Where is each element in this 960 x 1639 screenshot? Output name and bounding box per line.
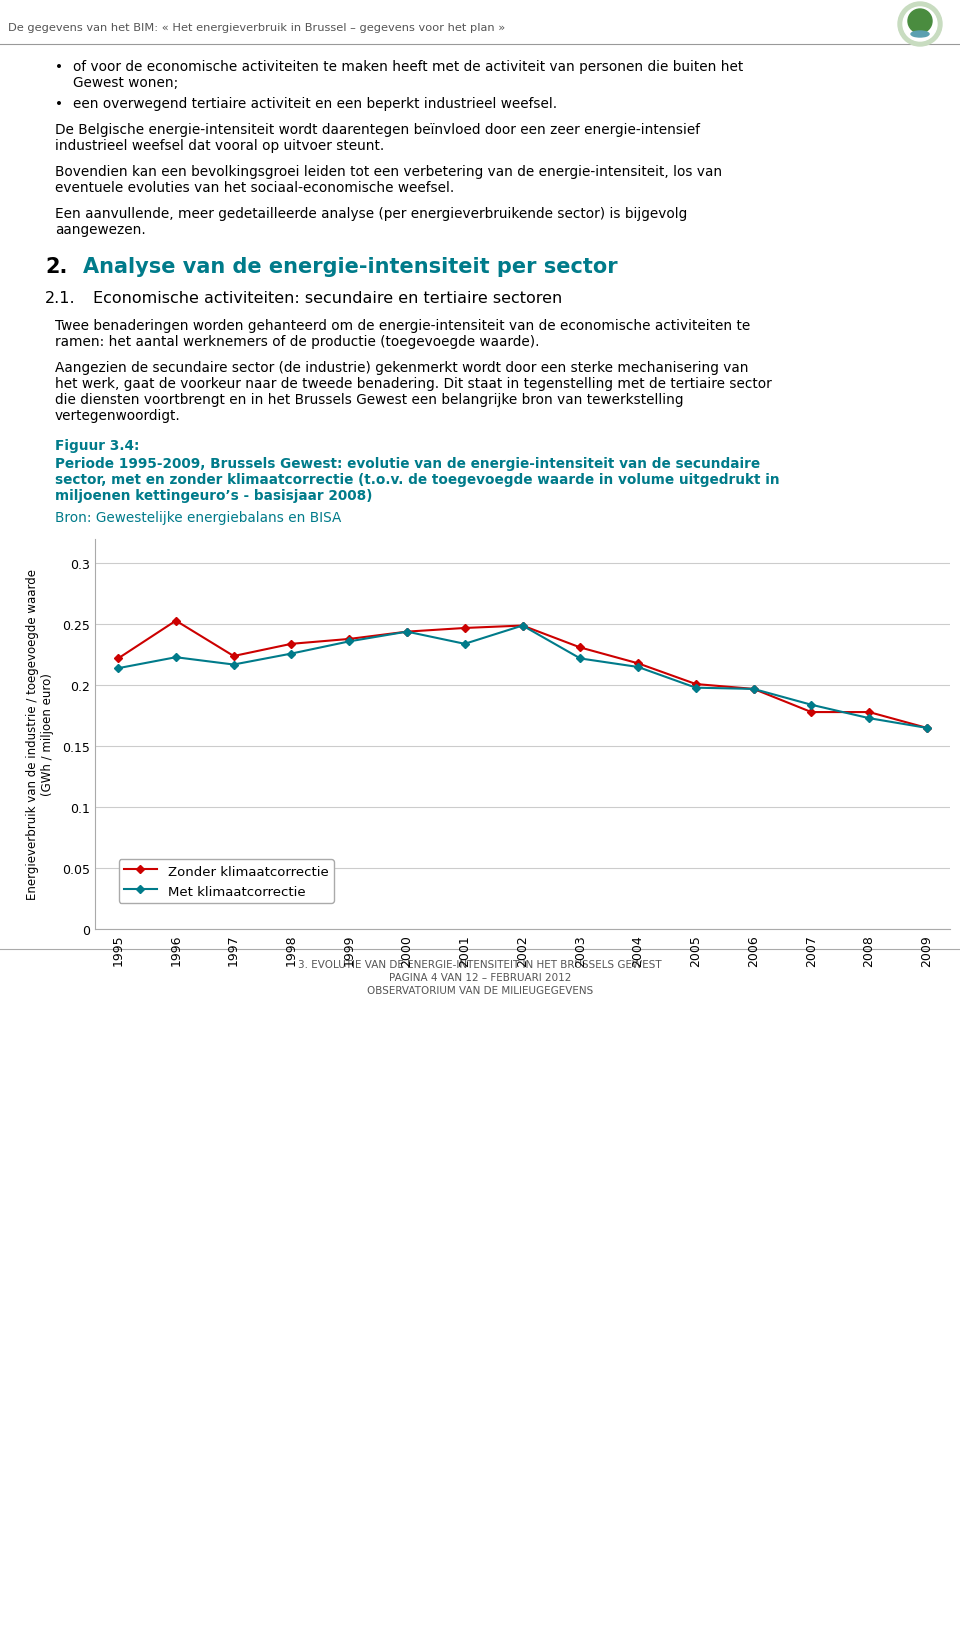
- Legend: Zonder klimaatcorrectie, Met klimaatcorrectie: Zonder klimaatcorrectie, Met klimaatcorr…: [119, 859, 333, 903]
- Met klimaatcorrectie: [344, 633, 355, 652]
- Met klimaatcorrectie: [170, 647, 181, 667]
- Met klimaatcorrectie: [459, 634, 470, 654]
- Circle shape: [903, 8, 937, 43]
- Met klimaatcorrectie: [574, 649, 586, 669]
- Text: 2.1.: 2.1.: [45, 290, 76, 306]
- Text: Een aanvullende, meer gedetailleerde analyse (per energieverbruikende sector) is: Een aanvullende, meer gedetailleerde ana…: [55, 207, 687, 221]
- Zonder klimaatcorrectie: [922, 718, 933, 738]
- Text: 2.: 2.: [45, 257, 67, 277]
- Text: sector, met en zonder klimaatcorrectie (t.o.v. de toegevoegde waarde in volume u: sector, met en zonder klimaatcorrectie (…: [55, 472, 780, 487]
- Met klimaatcorrectie: [286, 644, 298, 664]
- Zonder klimaatcorrectie: [112, 649, 124, 669]
- Zonder klimaatcorrectie: [170, 611, 181, 631]
- Text: De Belgische energie-intensiteit wordt daarentegen beïnvloed door een zeer energ: De Belgische energie-intensiteit wordt d…: [55, 123, 700, 138]
- Text: PAGINA 4 VAN 12 – FEBRUARI 2012: PAGINA 4 VAN 12 – FEBRUARI 2012: [389, 972, 571, 982]
- Text: Bron: Gewestelijke energiebalans en BISA: Bron: Gewestelijke energiebalans en BISA: [55, 511, 342, 524]
- Text: vertegenwoordigt.: vertegenwoordigt.: [55, 408, 180, 423]
- Text: Economische activiteiten: secundaire en tertiaire sectoren: Economische activiteiten: secundaire en …: [93, 290, 563, 306]
- Met klimaatcorrectie: [805, 695, 817, 715]
- Zonder klimaatcorrectie: [863, 703, 875, 723]
- Zonder klimaatcorrectie: [401, 623, 413, 642]
- Met klimaatcorrectie: [633, 657, 644, 677]
- Met klimaatcorrectie: [516, 616, 528, 636]
- Circle shape: [898, 3, 942, 48]
- Zonder klimaatcorrectie: [286, 634, 298, 654]
- Text: die diensten voortbrengt en in het Brussels Gewest een belangrijke bron van tewe: die diensten voortbrengt en in het Bruss…: [55, 393, 684, 406]
- Line: Zonder klimaatcorrectie: Zonder klimaatcorrectie: [115, 618, 930, 731]
- Text: het werk, gaat de voorkeur naar de tweede benadering. Dit staat in tegenstelling: het werk, gaat de voorkeur naar de tweed…: [55, 377, 772, 390]
- Zonder klimaatcorrectie: [459, 620, 470, 639]
- Text: Twee benaderingen worden gehanteerd om de energie-intensiteit van de economische: Twee benaderingen worden gehanteerd om d…: [55, 320, 751, 333]
- Zonder klimaatcorrectie: [516, 616, 528, 636]
- Met klimaatcorrectie: [401, 623, 413, 642]
- Text: OBSERVATORIUM VAN DE MILIEUGEGEVENS: OBSERVATORIUM VAN DE MILIEUGEGEVENS: [367, 985, 593, 995]
- Text: Bovendien kan een bevolkingsgroei leiden tot een verbetering van de energie-inte: Bovendien kan een bevolkingsgroei leiden…: [55, 166, 722, 179]
- Text: Aangezien de secundaire sector (de industrie) gekenmerkt wordt door een sterke m: Aangezien de secundaire sector (de indus…: [55, 361, 749, 375]
- Text: Analyse van de energie-intensiteit per sector: Analyse van de energie-intensiteit per s…: [83, 257, 617, 277]
- Circle shape: [908, 10, 932, 34]
- Text: •: •: [55, 61, 63, 74]
- Text: •: •: [55, 97, 63, 111]
- Zonder klimaatcorrectie: [748, 680, 759, 700]
- Text: of voor de economische activiteiten te maken heeft met de activiteit van persone: of voor de economische activiteiten te m…: [73, 61, 743, 74]
- Zonder klimaatcorrectie: [344, 629, 355, 649]
- Met klimaatcorrectie: [922, 718, 933, 738]
- Text: eventuele evoluties van het sociaal-economische weefsel.: eventuele evoluties van het sociaal-econ…: [55, 180, 454, 195]
- Zonder klimaatcorrectie: [805, 703, 817, 723]
- Text: De gegevens van het BIM: « Het energieverbruik in Brussel – gegevens voor het pl: De gegevens van het BIM: « Het energieve…: [8, 23, 505, 33]
- Zonder klimaatcorrectie: [574, 638, 586, 657]
- Zonder klimaatcorrectie: [228, 647, 239, 667]
- Met klimaatcorrectie: [748, 680, 759, 700]
- Met klimaatcorrectie: [112, 659, 124, 679]
- Text: een overwegend tertiaire activiteit en een beperkt industrieel weefsel.: een overwegend tertiaire activiteit en e…: [73, 97, 557, 111]
- Text: Figuur 3.4:: Figuur 3.4:: [55, 439, 139, 452]
- Met klimaatcorrectie: [228, 656, 239, 675]
- Text: Gewest wonen;: Gewest wonen;: [73, 75, 179, 90]
- Zonder klimaatcorrectie: [633, 654, 644, 674]
- Y-axis label: Energieverbruik van de industrie / toegevoegde waarde
(GWh / miljoen euro): Energieverbruik van de industrie / toege…: [26, 569, 54, 900]
- Met klimaatcorrectie: [863, 710, 875, 729]
- Text: 3. EVOLUTIE VAN DE ENERGIE-INTENSITEIT IN HET BRUSSELS GEWEST: 3. EVOLUTIE VAN DE ENERGIE-INTENSITEIT I…: [299, 959, 661, 969]
- Text: ramen: het aantal werknemers of de productie (toegevoegde waarde).: ramen: het aantal werknemers of de produ…: [55, 334, 540, 349]
- Text: Periode 1995-2009, Brussels Gewest: evolutie van de energie-intensiteit van de s: Periode 1995-2009, Brussels Gewest: evol…: [55, 457, 760, 470]
- Zonder klimaatcorrectie: [690, 675, 702, 695]
- Met klimaatcorrectie: [690, 679, 702, 698]
- Text: industrieel weefsel dat vooral op uitvoer steunt.: industrieel weefsel dat vooral op uitvoe…: [55, 139, 384, 152]
- Text: miljoenen kettingeuro’s - basisjaar 2008): miljoenen kettingeuro’s - basisjaar 2008…: [55, 488, 372, 503]
- Line: Met klimaatcorrectie: Met klimaatcorrectie: [115, 623, 930, 731]
- Text: aangewezen.: aangewezen.: [55, 223, 146, 238]
- Ellipse shape: [911, 33, 929, 38]
